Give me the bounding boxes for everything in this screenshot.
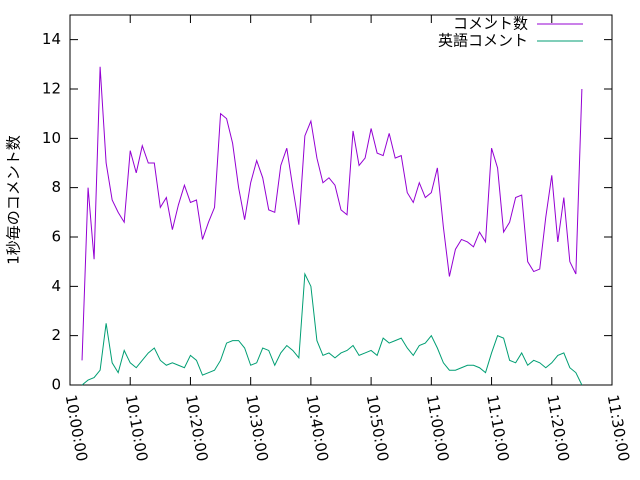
x-tick-label: 11:10:00 [483, 393, 512, 462]
x-tick-label: 11:00:00 [423, 393, 452, 462]
x-tick-label: 10:00:00 [62, 393, 91, 462]
y-tick-label: 0 [51, 376, 61, 394]
y-tick-label: 14 [42, 30, 61, 48]
legend-label: コメント数 [453, 15, 528, 33]
y-axis-label: 1秒毎のコメント数 [5, 135, 23, 265]
legend-label: 英語コメント [438, 32, 528, 50]
x-tick-label: 10:10:00 [122, 393, 151, 462]
y-tick-label: 2 [51, 326, 61, 344]
x-tick-label: 10:40:00 [303, 393, 332, 462]
x-tick-label: 10:20:00 [182, 393, 211, 462]
x-tick-label: 11:20:00 [543, 393, 572, 462]
y-tick-label: 12 [42, 80, 61, 98]
x-tick-label: 10:50:00 [363, 393, 392, 462]
y-tick-label: 4 [51, 277, 61, 295]
data-line [81, 272, 583, 386]
y-tick-label: 10 [42, 129, 61, 147]
y-tick-label: 6 [51, 228, 61, 246]
x-tick-label: 10:30:00 [242, 393, 271, 462]
y-tick-label: 8 [51, 178, 61, 196]
x-tick-label: 11:30:00 [604, 393, 633, 462]
plot-frame [69, 14, 613, 386]
data-line [81, 66, 583, 361]
